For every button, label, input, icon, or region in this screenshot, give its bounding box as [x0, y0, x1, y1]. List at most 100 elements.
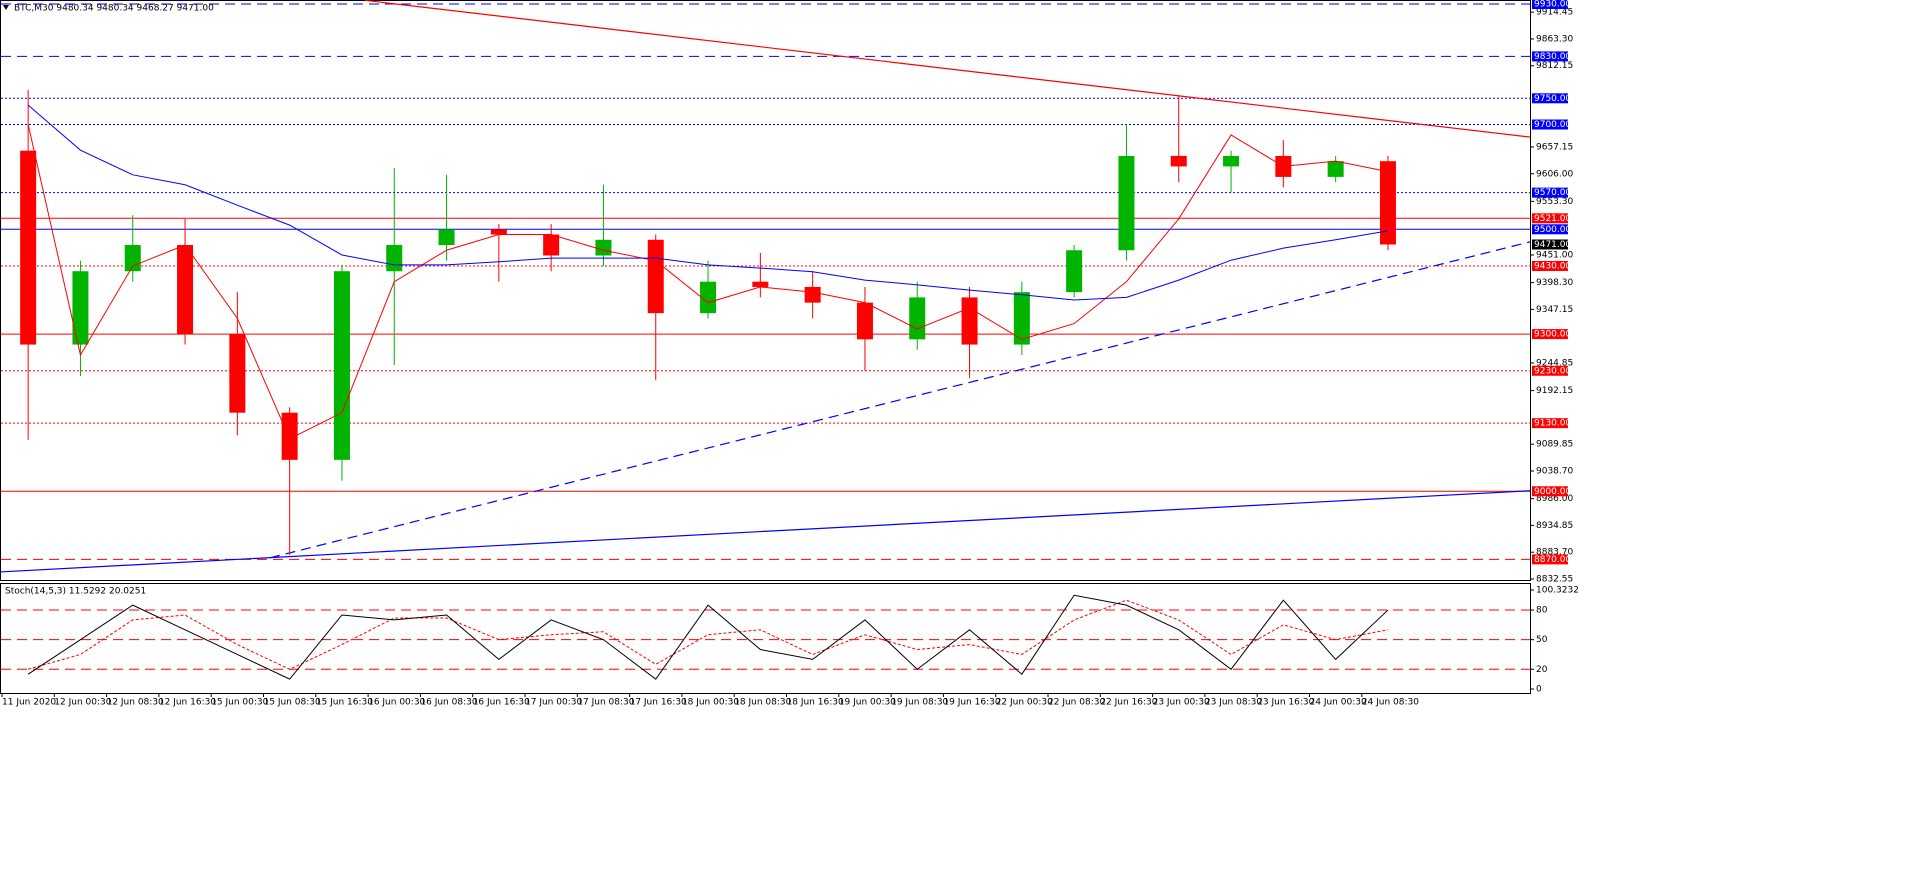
x-tick-label: 16 Jun 08:30 [420, 698, 477, 708]
candle-body [856, 302, 873, 340]
level-label: 9000.00 [1534, 487, 1571, 497]
candle-body [281, 412, 298, 460]
moving-average [27, 124, 1389, 440]
x-tick-label: 19 Jun 16:30 [943, 698, 1000, 708]
candle-body [177, 245, 194, 335]
candle-body [1223, 155, 1240, 167]
level-label-box [1532, 93, 1568, 104]
candle-body [333, 271, 350, 460]
title-arrow [3, 5, 9, 10]
y-tick-label: 50 [1536, 635, 1548, 645]
level-label: 9300.00 [1534, 330, 1571, 340]
candle-body [1118, 155, 1135, 251]
candle-body [72, 271, 89, 345]
y-tick-label: 9812.15 [1536, 61, 1573, 71]
level-label: 9700.00 [1534, 120, 1571, 130]
level-label: 9430.00 [1534, 261, 1571, 271]
x-tick-label: 12 Jun 00:30 [54, 698, 111, 708]
x-tick-label: 18 Jun 00:30 [682, 698, 739, 708]
candle-body [386, 245, 403, 272]
level-label-box [1532, 365, 1568, 376]
x-tick-label: 22 Jun 00:30 [996, 698, 1053, 708]
moving-average [27, 104, 1389, 301]
y-tick-label: 20 [1536, 665, 1548, 675]
trendline [364, 0, 1531, 138]
candle-body [752, 281, 769, 287]
y-tick-label: 8832.55 [1536, 575, 1573, 585]
y-tick-label: 8986.00 [1536, 494, 1573, 504]
level-label: 9570.00 [1534, 188, 1571, 198]
candle-body [909, 297, 926, 340]
y-tick-label: 9863.30 [1536, 34, 1573, 44]
candle-body [543, 234, 560, 256]
x-tick-label: 22 Jun 08:30 [1048, 698, 1105, 708]
candle-body [20, 150, 37, 345]
candle-body [804, 286, 821, 303]
x-tick-label: 23 Jun 08:30 [1205, 698, 1262, 708]
y-tick-label: 9192.15 [1536, 386, 1573, 396]
y-tick-label: 9398.30 [1536, 278, 1573, 288]
level-label: 9130.00 [1534, 419, 1571, 429]
level-label-box [1532, 418, 1568, 429]
x-tick-label: 24 Jun 00:30 [1310, 698, 1367, 708]
x-tick-label: 18 Jun 08:30 [734, 698, 791, 708]
x-tick-label: 23 Jun 00:30 [1153, 698, 1210, 708]
x-tick-label: 17 Jun 00:30 [525, 698, 582, 708]
level-label-box [1532, 187, 1568, 198]
level-label: 9750.00 [1534, 94, 1571, 104]
main-title: BTC,M30 9480.34 9480.34 9468.27 9471.00 [14, 4, 214, 14]
stoch-signal [28, 599, 1389, 670]
x-tick-label: 18 Jun 16:30 [787, 698, 844, 708]
level-label: 9930.00 [1534, 0, 1571, 10]
y-tick-label: 9606.00 [1536, 169, 1573, 179]
x-tick-label: 16 Jun 00:30 [368, 698, 425, 708]
level-label-box [1532, 213, 1568, 224]
y-tick-label: 9451.00 [1536, 250, 1573, 260]
level-label: 9830.00 [1534, 52, 1571, 62]
x-tick-label: 15 Jun 08:30 [264, 698, 321, 708]
y-tick-label: 9657.15 [1536, 142, 1573, 152]
x-tick-label: 19 Jun 00:30 [839, 698, 896, 708]
x-tick-label: 12 Jun 16:30 [159, 698, 216, 708]
x-tick-label: 16 Jun 16:30 [473, 698, 530, 708]
level-label-box [1532, 0, 1568, 9]
trendline [0, 490, 1531, 573]
level-label: 9230.00 [1534, 366, 1571, 376]
x-tick-label: 17 Jun 16:30 [630, 698, 687, 708]
candle-body [1066, 250, 1083, 293]
y-tick-label: 9244.85 [1536, 358, 1573, 368]
y-tick-label: 9914.45 [1536, 8, 1573, 18]
level-label-box [1532, 224, 1568, 235]
level-label-box [1532, 119, 1568, 130]
level-label: 8870.00 [1534, 555, 1571, 565]
candle-body [490, 229, 507, 235]
x-tick-label: 15 Jun 00:30 [211, 698, 268, 708]
candle-body [438, 229, 455, 246]
y-tick-label: 8883.70 [1536, 548, 1573, 558]
level-label-box [1532, 329, 1568, 340]
candle-body [1170, 155, 1187, 167]
y-tick-label: 9347.15 [1536, 305, 1573, 315]
stoch-main [27, 594, 1389, 680]
y-tick-label: 8934.85 [1536, 521, 1573, 531]
stoch-panel [0, 583, 1531, 694]
candle-body [700, 281, 717, 314]
x-tick-label: 22 Jun 16:30 [1100, 698, 1157, 708]
candle-body [1013, 292, 1030, 345]
candle-body [647, 239, 664, 314]
candle-body [1379, 161, 1396, 245]
candle-body [1327, 161, 1344, 177]
y-tick-label: 9089.85 [1536, 440, 1573, 450]
y-tick-label: 9553.30 [1536, 197, 1573, 207]
y-tick-label: 9038.70 [1536, 466, 1573, 476]
level-label: 9521.00 [1534, 214, 1571, 224]
level-label-box [1532, 51, 1568, 62]
candle-body [595, 239, 612, 256]
level-label-box [1532, 260, 1568, 271]
x-tick-label: 15 Jun 16:30 [316, 698, 373, 708]
y-tick-label: 0 [1536, 685, 1542, 695]
x-tick-label: 24 Jun 08:30 [1362, 698, 1419, 708]
candle-body [961, 297, 978, 345]
x-tick-label: 12 Jun 08:30 [107, 698, 164, 708]
